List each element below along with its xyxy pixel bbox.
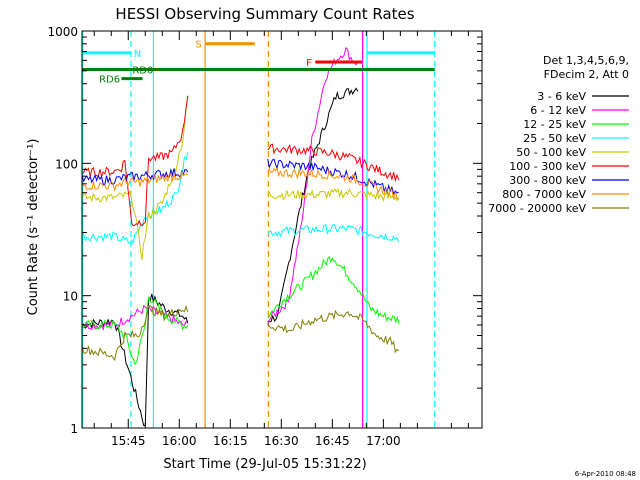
x-tick-label: 16:00 bbox=[162, 434, 197, 448]
chart-title: HESSI Observing Summary Count Rates bbox=[115, 5, 414, 23]
x-tick-label: 15:45 bbox=[111, 434, 146, 448]
series-line bbox=[267, 223, 400, 243]
vertical-markers bbox=[82, 31, 436, 428]
series-5 bbox=[81, 95, 400, 227]
series-1 bbox=[81, 46, 359, 332]
legend-entry-label: 800 - 7000 keV bbox=[502, 188, 586, 201]
axes: 1 10 100 1000 15:45 16:00 16:15 16:30 16:45 17:00 bbox=[47, 25, 482, 448]
series-3 bbox=[81, 151, 400, 245]
x-tick-label: 16:45 bbox=[315, 434, 350, 448]
series-8 bbox=[81, 304, 400, 362]
legend-entry-label: 100 - 300 keV bbox=[509, 160, 586, 173]
series-line bbox=[267, 143, 400, 183]
y-tick-label: 1000 bbox=[47, 25, 78, 39]
series-line bbox=[81, 304, 189, 362]
x-tick-label: 16:15 bbox=[213, 434, 248, 448]
legend-header: Det 1,3,4,5,6,9, bbox=[543, 54, 629, 67]
series-line bbox=[81, 170, 189, 192]
y-axis-label: Count Rate (s⁻¹ detector⁻¹) bbox=[26, 139, 41, 316]
legend: Det 1,3,4,5,6,9,FDecim 2, Att 0 3 - 6 keV… bbox=[488, 54, 629, 215]
legend-entry-label: 12 - 25 keV bbox=[523, 118, 586, 131]
series-line bbox=[81, 151, 189, 245]
series-line bbox=[267, 46, 359, 325]
x-axis-label: Start Time (29-Jul-05 15:31:22) bbox=[163, 457, 366, 472]
series-line bbox=[267, 158, 399, 195]
legend-entry-label: 300 - 800 keV bbox=[509, 174, 586, 187]
series-2 bbox=[81, 255, 400, 366]
flag-label: RD0 bbox=[132, 66, 153, 77]
series-line bbox=[81, 167, 189, 186]
series-4 bbox=[81, 97, 400, 260]
legend-entry-label: 6 - 12 keV bbox=[530, 104, 586, 117]
series-line bbox=[81, 97, 189, 260]
series-line bbox=[81, 304, 189, 332]
series-line bbox=[81, 95, 189, 227]
series-6 bbox=[81, 158, 399, 195]
flag-label: N bbox=[134, 49, 141, 60]
series-7 bbox=[81, 167, 399, 200]
legend-entry-label: 3 - 6 keV bbox=[537, 90, 586, 103]
series-line bbox=[267, 255, 400, 324]
y-tick-label: 10 bbox=[63, 290, 78, 304]
legend-entry-label: 50 - 100 keV bbox=[516, 146, 586, 159]
legend-header: FDecim 2, Att 0 bbox=[544, 68, 629, 81]
series-line bbox=[267, 87, 359, 323]
timestamp-label: 6-Apr-2010 08:48 bbox=[575, 470, 636, 478]
x-tick-label: 16:30 bbox=[264, 434, 299, 448]
series-line bbox=[267, 309, 400, 354]
series-line bbox=[81, 296, 189, 366]
flag-label: RD6 bbox=[99, 75, 120, 86]
series-line bbox=[267, 188, 400, 203]
series-group bbox=[81, 46, 400, 426]
flag-label: F bbox=[306, 58, 312, 69]
plot-frame bbox=[81, 30, 483, 429]
series-0 bbox=[81, 87, 359, 426]
y-tick-label: 100 bbox=[55, 157, 78, 171]
series-line bbox=[267, 167, 399, 200]
flag-bars: N S F RD0 RD6 bbox=[82, 40, 435, 86]
legend-entry-label: 25 - 50 keV bbox=[523, 132, 586, 145]
legend-entry-label: 7000 - 20000 keV bbox=[488, 202, 586, 215]
flag-label: S bbox=[195, 40, 201, 51]
x-tick-label: 17:00 bbox=[366, 434, 401, 448]
y-tick-label: 1 bbox=[70, 422, 78, 436]
